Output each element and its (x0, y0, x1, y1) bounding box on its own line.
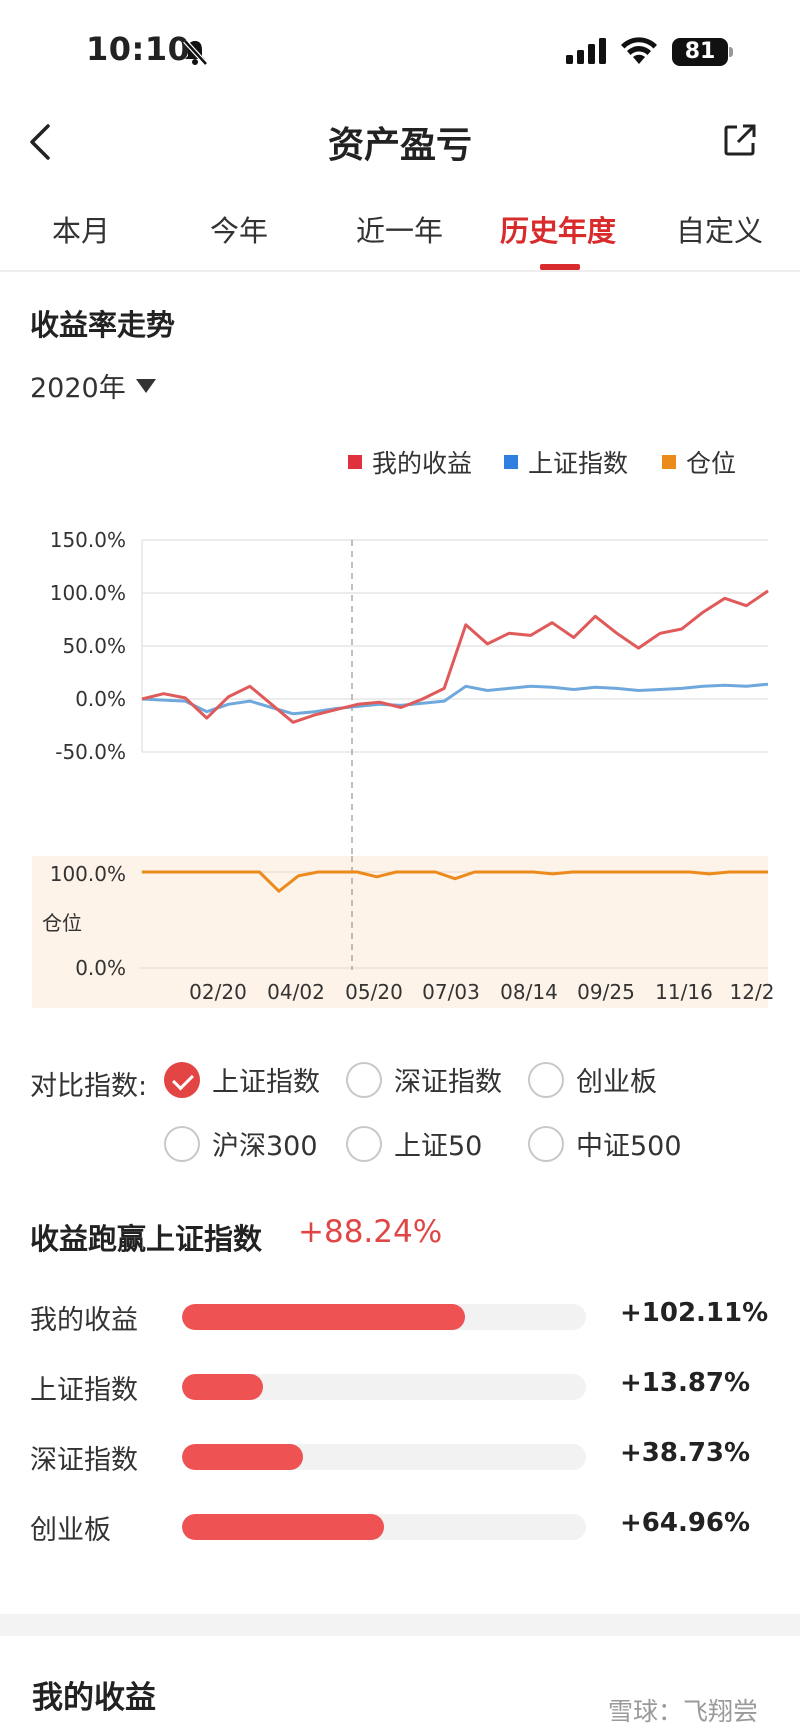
compare-option-sse50[interactable]: 上证50 (346, 1124, 482, 1163)
bar-track (182, 1374, 586, 1400)
bell-muted-icon (182, 38, 208, 70)
bar-fill (182, 1304, 465, 1330)
status-time: 10:10 (86, 30, 191, 68)
trend-section-title: 收益率走势 (30, 308, 176, 342)
bar-label: 上证指数 (30, 1375, 138, 1406)
legend-label-index: 上证指数 (528, 449, 629, 478)
bar-track (182, 1444, 586, 1470)
bar-value: +102.11% (620, 1298, 769, 1328)
position-ytick-100: 100.0% (50, 862, 126, 886)
compare-option-label: 中证500 (576, 1131, 682, 1162)
position-axis-label: 仓位 (42, 911, 82, 935)
tab-history-years[interactable]: 历史年度 (500, 214, 617, 248)
xtick-label: 04/02 (267, 980, 325, 1004)
xtick-label: 11/16 (655, 980, 713, 1004)
battery-indicator: 81 (672, 38, 728, 66)
xtick-label: 07/03 (422, 980, 480, 1004)
xtick-label: 12/2 (730, 980, 775, 1004)
radio-icon (346, 1125, 382, 1162)
compare-option-csi300[interactable]: 沪深300 (164, 1124, 318, 1163)
battery-tip (729, 47, 733, 57)
radio-icon (528, 1061, 564, 1098)
bar-fill (182, 1374, 263, 1400)
bar-label: 创业板 (30, 1515, 111, 1546)
signal-icon (566, 38, 608, 68)
bar-track (182, 1304, 586, 1330)
compare-option-label: 创业板 (576, 1067, 657, 1098)
bar-value: +64.96% (620, 1508, 751, 1538)
compare-option-label: 上证50 (394, 1131, 483, 1162)
legend-label-position: 仓位 (686, 449, 737, 478)
bar-fill (182, 1444, 304, 1470)
compare-option-label: 沪深300 (212, 1131, 318, 1162)
radio-icon (346, 1061, 382, 1098)
bar-value: +38.73% (620, 1438, 751, 1468)
triangle-down-icon (135, 378, 156, 393)
ytick-label: 150.0% (50, 528, 126, 552)
legend-swatch-my (348, 455, 362, 469)
beat-index-title: 收益跑赢上证指数 (30, 1222, 263, 1256)
active-tab-indicator (540, 264, 580, 270)
tab-custom[interactable]: 自定义 (676, 214, 764, 248)
year-dropdown-value: 2020年 (30, 373, 126, 404)
legend-my-income: 我的收益 (348, 444, 472, 480)
legend-swatch-index (504, 455, 518, 469)
xtick-label: 09/25 (577, 980, 635, 1004)
my-return-line (141, 589, 769, 724)
ytick-label: -50.0% (55, 740, 126, 764)
xtick-label: 02/20 (189, 980, 247, 1004)
page-title: 资产盈亏 (327, 125, 472, 166)
tab-this-year[interactable]: 今年 (210, 214, 269, 248)
compare-option-label: 上证指数 (212, 1067, 320, 1098)
radio-icon (528, 1125, 564, 1162)
compare-option-csi500[interactable]: 中证500 (528, 1124, 682, 1163)
legend-label-my: 我的收益 (372, 449, 473, 478)
ytick-label: 0.0% (75, 687, 126, 711)
compare-option-label: 深证指数 (394, 1067, 502, 1098)
bar-label: 我的收益 (30, 1305, 138, 1336)
bar-row-szse: 深证指数 +38.73% (0, 1436, 800, 1476)
checked-radio-icon (164, 1061, 200, 1098)
legend-index: 上证指数 (504, 444, 628, 480)
bar-label: 深证指数 (30, 1445, 138, 1476)
compare-option-szse[interactable]: 深证指数 (346, 1060, 502, 1099)
compare-index-label: 对比指数: (30, 1071, 148, 1102)
watermark: 雪球：飞翔尝 (608, 1697, 759, 1726)
nav-bar: 资产盈亏 (0, 100, 800, 184)
bar-track (182, 1514, 586, 1540)
bar-fill (182, 1514, 384, 1540)
back-arrow-icon[interactable] (24, 120, 60, 164)
position-ytick-0: 0.0% (75, 956, 126, 980)
index-return-line (141, 682, 769, 716)
share-external-icon[interactable] (722, 122, 758, 162)
position-panel-background (32, 856, 768, 1008)
bar-value: +13.87% (620, 1368, 751, 1398)
section-divider (0, 1614, 800, 1636)
compare-option-chinext[interactable]: 创业板 (528, 1060, 657, 1099)
tab-last-year[interactable]: 近一年 (356, 214, 444, 248)
year-dropdown[interactable]: 2020年 (30, 366, 156, 405)
xtick-label: 08/14 (500, 980, 558, 1004)
legend-position: 仓位 (662, 444, 736, 480)
legend-swatch-position (662, 455, 676, 469)
wifi-icon (620, 36, 658, 70)
bar-row-sse: 上证指数 +13.87% (0, 1366, 800, 1406)
compare-option-sse[interactable]: 上证指数 (164, 1060, 320, 1099)
position-line (142, 870, 768, 893)
status-bar: 10:10 81 (0, 0, 800, 100)
xtick-label: 05/20 (345, 980, 403, 1004)
my-income-section-title: 我的收益 (32, 1680, 156, 1716)
bar-row-my-income: 我的收益 +102.11% (0, 1296, 800, 1336)
ytick-label: 50.0% (62, 634, 126, 658)
bar-row-chinext: 创业板 +64.96% (0, 1506, 800, 1546)
return-trend-chart[interactable]: 150.0%100.0%50.0%0.0%-50.0% 100.0% 0.0% … (0, 500, 800, 1012)
beat-index-value: +88.24% (298, 1214, 443, 1250)
period-tabs: 本月 今年 近一年 历史年度 自定义 (0, 196, 800, 272)
radio-icon (164, 1125, 200, 1162)
ytick-label: 100.0% (50, 581, 126, 605)
tab-this-month[interactable]: 本月 (52, 214, 111, 248)
